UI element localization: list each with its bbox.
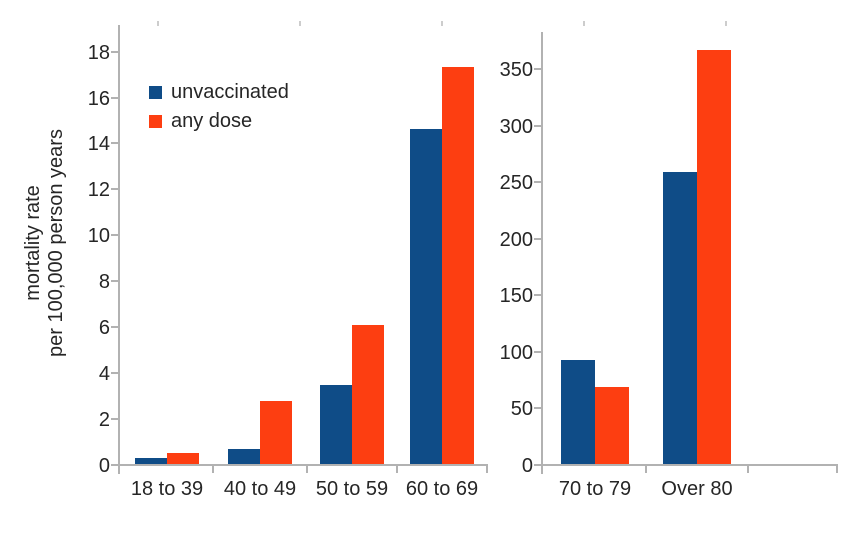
y-tick-label-350: 350 — [499, 59, 533, 81]
x-tick-mark — [306, 466, 308, 473]
bar-unvaccinated-over-80 — [663, 172, 697, 464]
y-tick-mark — [534, 68, 541, 70]
top-crop-tick-mark — [725, 21, 727, 26]
y-tick-mark — [534, 351, 541, 353]
bar-any-dose-50-to-59 — [352, 325, 384, 464]
x-tick-mark — [212, 466, 214, 473]
bar-any-dose-60-to-69 — [442, 67, 474, 464]
x-category-label-70-to-79: 70 to 79 — [558, 478, 632, 500]
y-tick-mark — [111, 326, 118, 328]
x-category-label-over-80: Over 80 — [661, 478, 733, 500]
y-tick-mark — [534, 181, 541, 183]
y-tick-label-0: 0 — [98, 455, 110, 477]
top-crop-tick-mark — [583, 21, 585, 26]
y-tick-label-12: 12 — [87, 179, 110, 201]
x-category-label-50-to-59: 50 to 59 — [315, 478, 389, 500]
y-tick-mark — [111, 280, 118, 282]
y-tick-mark — [111, 234, 118, 236]
legend: unvaccinated any dose — [149, 81, 289, 139]
y-tick-label-250: 250 — [499, 172, 533, 194]
y-tick-mark — [111, 372, 118, 374]
y-tick-mark — [111, 464, 118, 466]
y-tick-mark — [534, 407, 541, 409]
x-category-label-18-to-39: 18 to 39 — [130, 478, 204, 500]
bar-unvaccinated-60-to-69 — [410, 129, 442, 464]
x-tick-mark — [396, 466, 398, 473]
x-tick-mark — [836, 466, 838, 473]
y-tick-label-100: 100 — [499, 342, 533, 364]
x-category-label-40-to-49: 40 to 49 — [223, 478, 297, 500]
x-axis-line — [541, 464, 838, 466]
y-tick-mark — [111, 142, 118, 144]
bar-unvaccinated-18-to-39 — [135, 458, 167, 464]
y-tick-label-4: 4 — [98, 363, 110, 385]
y-tick-label-2: 2 — [98, 409, 110, 431]
legend-item-unvaccinated: unvaccinated — [149, 81, 289, 103]
y-tick-mark — [111, 51, 118, 53]
legend-label-unvaccinated: unvaccinated — [171, 81, 289, 103]
y-axis-line — [541, 32, 543, 474]
y-tick-label-300: 300 — [499, 116, 533, 138]
x-axis-line — [118, 464, 488, 466]
bar-any-dose-70-to-79 — [595, 387, 629, 464]
y-tick-mark — [534, 294, 541, 296]
y-tick-label-8: 8 — [98, 271, 110, 293]
x-tick-mark — [645, 466, 647, 473]
y-axis-line — [118, 25, 120, 474]
bar-any-dose-over-80 — [697, 50, 731, 464]
y-tick-label-200: 200 — [499, 229, 533, 251]
y-tick-label-10: 10 — [87, 225, 110, 247]
y-tick-label-150: 150 — [499, 285, 533, 307]
top-crop-tick-mark — [157, 21, 159, 26]
y-tick-label-16: 16 — [87, 88, 110, 110]
y-tick-label-0: 0 — [521, 455, 533, 477]
bar-unvaccinated-50-to-59 — [320, 385, 352, 464]
legend-swatch-unvaccinated-icon — [149, 85, 162, 99]
bar-unvaccinated-70-to-79 — [561, 360, 595, 464]
y-tick-mark — [111, 418, 118, 420]
legend-label-any-dose: any dose — [171, 110, 253, 132]
y-tick-label-18: 18 — [87, 42, 110, 64]
bar-any-dose-40-to-49 — [260, 401, 292, 464]
y-tick-label-6: 6 — [98, 317, 110, 339]
y-tick-mark — [534, 125, 541, 127]
top-crop-tick-mark — [441, 21, 443, 26]
y-tick-mark — [111, 97, 118, 99]
x-category-label-60-to-69: 60 to 69 — [405, 478, 479, 500]
bar-unvaccinated-40-to-49 — [228, 449, 260, 464]
y-tick-mark — [534, 464, 541, 466]
y-tick-mark — [111, 188, 118, 190]
y-tick-label-50: 50 — [510, 398, 533, 420]
bar-any-dose-18-to-39 — [167, 453, 199, 464]
x-tick-mark — [486, 466, 488, 473]
top-crop-tick-mark — [299, 21, 301, 26]
y-tick-mark — [534, 238, 541, 240]
x-tick-mark — [747, 466, 749, 473]
legend-item-any-dose: any dose — [149, 110, 289, 132]
legend-swatch-any-dose-icon — [149, 114, 162, 128]
y-axis-title-line1: mortality rate — [22, 185, 44, 301]
y-tick-label-14: 14 — [87, 133, 110, 155]
